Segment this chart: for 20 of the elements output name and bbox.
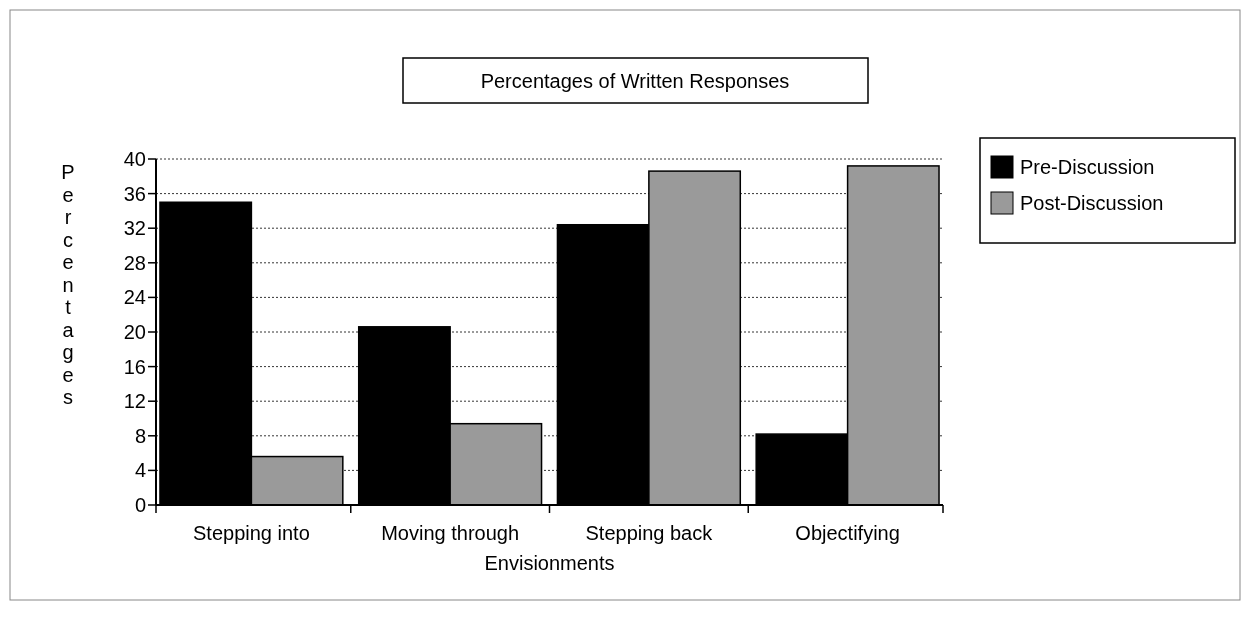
legend-label: Pre-Discussion xyxy=(1020,156,1155,178)
y-tick-label: 36 xyxy=(123,182,146,205)
chart-title: Percentages of Written Responses xyxy=(480,70,790,92)
y-tick-label: 4 xyxy=(134,459,146,482)
legend-label: Post-Discussion xyxy=(1020,192,1164,214)
x-tick-label: Objectifying xyxy=(795,522,900,544)
y-tick-label: 32 xyxy=(123,217,146,240)
y-tick-label: 24 xyxy=(123,286,146,309)
y-tick-label: 20 xyxy=(123,321,146,343)
x-tick-label: Stepping into xyxy=(193,522,310,544)
y-tick-label: 16 xyxy=(123,355,146,378)
x-axis-title: Envisionments xyxy=(484,552,615,574)
text: Percentages xyxy=(61,161,75,408)
y-tick-label: 0 xyxy=(134,494,146,516)
y-tick-label: 8 xyxy=(134,424,146,447)
x-tick-label: Moving through xyxy=(381,522,520,544)
x-tick-label: Stepping back xyxy=(585,522,714,544)
y-tick-label: 12 xyxy=(123,390,146,413)
y-tick-label: 28 xyxy=(123,251,146,274)
y-tick-label: 40 xyxy=(123,148,146,170)
